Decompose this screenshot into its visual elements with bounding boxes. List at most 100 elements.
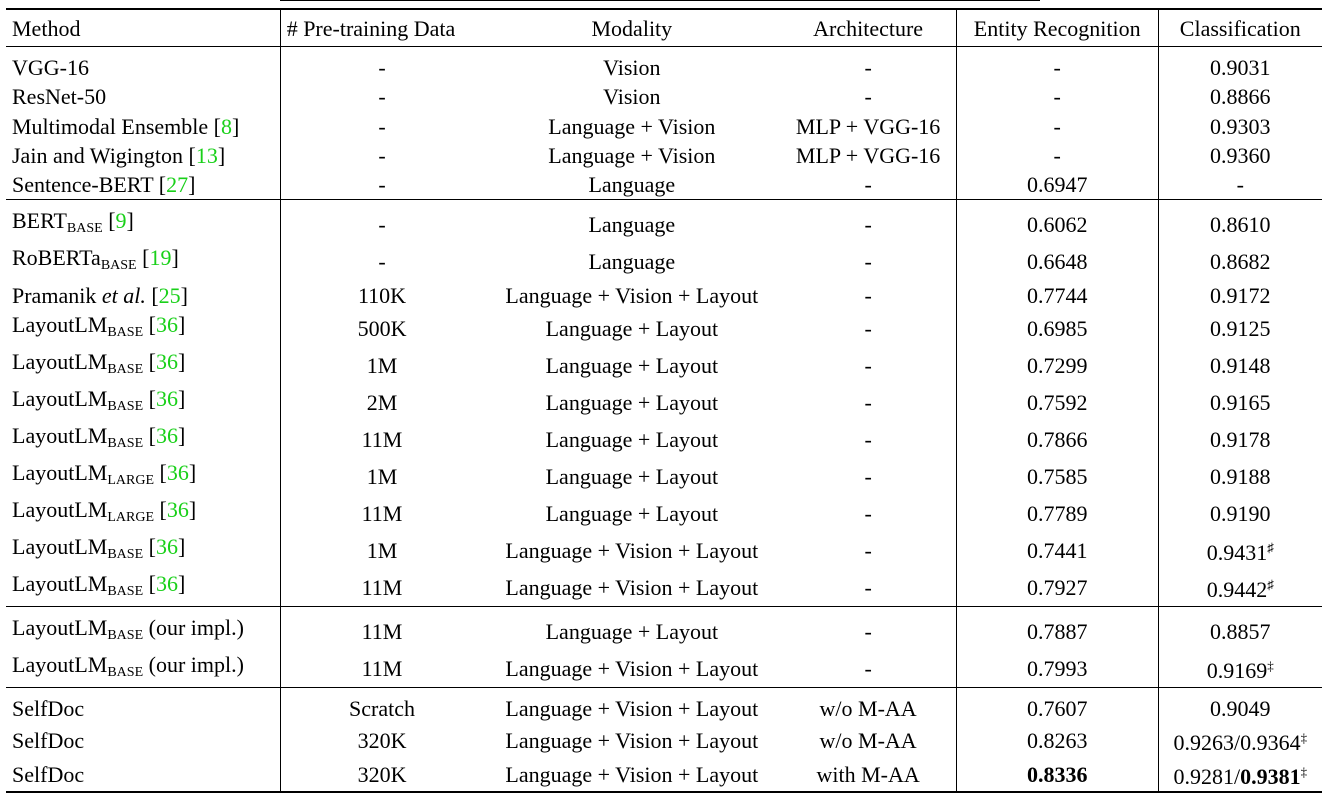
modality-cell-text: Language + Layout <box>545 426 719 452</box>
modality-cell: Language <box>483 170 780 200</box>
method-subscript: BASE <box>100 258 137 274</box>
pretraining-cell: - <box>280 200 483 244</box>
method-cell: Sentence-BERT [27] <box>6 170 281 200</box>
col-entity-recognition: Entity Recognition <box>956 9 1159 47</box>
entity-recognition-cell: 0.7789 <box>956 494 1159 532</box>
modality-cell: Language + Vision + Layout <box>483 280 780 309</box>
col-modality: Modality <box>591 15 673 41</box>
entity-recognition-cell-text: 0.7866 <box>1026 426 1088 452</box>
architecture-cell: - <box>780 82 957 112</box>
method-cell: LayoutLMBASE [36] <box>6 568 281 607</box>
architecture-cell: - <box>780 649 957 688</box>
architecture-cell-text: - <box>864 574 872 600</box>
architecture-cell-text: - <box>864 463 872 489</box>
entity-recognition-cell: 0.7887 <box>956 606 1159 650</box>
classification-cell-text: 0.9172 <box>1210 282 1271 308</box>
classification-cell-text: 0.8610 <box>1210 212 1271 238</box>
pretraining-cell: 11M <box>280 495 483 532</box>
modality-cell: Language + Layout <box>483 347 780 384</box>
architecture-cell: - <box>780 494 957 532</box>
pretraining-cell: 1M <box>280 532 483 569</box>
method-cell: LayoutLMBASE (our impl.) <box>6 606 281 650</box>
method-cell: VGG-16 <box>6 46 281 83</box>
modality-cell-text: Language + Layout <box>545 463 719 489</box>
classification-cell: - <box>1158 170 1322 200</box>
architecture-cell-text: - <box>864 315 872 341</box>
method-name: Sentence-BERT <box>12 172 159 198</box>
method-subscript: BASE <box>107 583 144 599</box>
classification-cell: 0.8610 <box>1158 200 1322 244</box>
classification-cell-text: 0.9169 <box>1206 658 1268 684</box>
pretraining-cell-text: 11M <box>361 618 403 644</box>
architecture-cell: MLP + VGG-16 <box>780 111 957 141</box>
entity-recognition-cell-text: 0.7299 <box>1026 352 1088 378</box>
entity-recognition-cell-text: 0.7592 <box>1026 389 1088 415</box>
method-name: LayoutLM <box>12 570 108 596</box>
architecture-cell-text: - <box>864 537 872 563</box>
modality-cell: Language + Layout <box>483 310 780 347</box>
method-cell: LayoutLMBASE [36] <box>6 346 281 384</box>
architecture-cell-text: - <box>864 389 872 415</box>
pretraining-cell-text: 1M <box>366 352 398 378</box>
entity-recognition-cell: 0.7744 <box>956 280 1159 310</box>
table-row: LayoutLMBASE [36] 1M Language + Layout - 0.7… <box>6 346 1322 384</box>
col-architecture: Architecture <box>780 9 957 47</box>
architecture-cell: - <box>780 170 957 200</box>
method-cell: LayoutLMLARGE [36] <box>6 494 281 532</box>
modality-cell: Language + Vision + Layout <box>483 723 780 757</box>
modality-cell: Language + Layout <box>483 606 780 650</box>
architecture-cell-text: - <box>864 172 872 198</box>
citation-link: 8 <box>220 113 232 139</box>
modality-cell: Language + Vision + Layout <box>483 757 780 792</box>
modality-cell-text: Language + Vision + Layout <box>505 282 759 308</box>
method-subscript: BASE <box>107 435 144 451</box>
pretraining-cell: 11M <box>280 569 483 607</box>
table-row: LayoutLMLARGE [36] 11M Language + Layout - 0… <box>6 494 1322 532</box>
entity-recognition-cell-text: 0.6062 <box>1026 212 1088 238</box>
modality-cell: Language <box>483 200 780 244</box>
pretraining-cell: 500K <box>280 310 483 347</box>
method-cell: Jain and Wigington [13] <box>6 140 281 171</box>
classification-cell: 0.9188 <box>1158 458 1322 495</box>
architecture-cell: - <box>780 346 957 384</box>
table-row: LayoutLMBASE (our impl.) 11M Language + Vi… <box>6 649 1322 688</box>
table-row: Pramanik et al. [25] 110K Language + Visio… <box>6 280 1322 310</box>
classification-cell: 0.9360 <box>1158 141 1322 170</box>
architecture-cell-text: - <box>864 352 872 378</box>
table-row: SelfDoc Scratch Language + Vision + Layout… <box>6 687 1322 724</box>
pretraining-cell: - <box>280 243 483 280</box>
classification-cell: 0.8866 <box>1158 82 1322 111</box>
table-group-2: BERTBASE [9] - Language - 0.6062 0.8610 RoBERT… <box>6 199 1322 607</box>
pretraining-cell: 11M <box>280 421 483 458</box>
modality-cell-text: Vision <box>603 55 661 81</box>
architecture-cell: - <box>780 46 957 83</box>
modality-cell-text: Language + Vision + Layout <box>505 761 759 787</box>
method-subscript: BASE <box>107 627 144 643</box>
pretraining-cell-text: 2M <box>366 389 398 415</box>
pretraining-cell: 1M <box>280 458 483 495</box>
pretraining-cell: - <box>280 112 483 141</box>
classification-cell-text: 0.9263/0.9364 <box>1173 730 1301 756</box>
table-row: LayoutLMBASE [36] 500K Language + Layout - 0… <box>6 309 1322 347</box>
entity-recognition-cell: 0.6947 <box>956 170 1159 200</box>
modality-cell-text: Language + Layout <box>545 352 719 378</box>
citation-link: 36 <box>155 570 178 596</box>
architecture-cell-text: - <box>864 249 872 275</box>
modality-cell: Language + Layout <box>483 458 780 495</box>
method-name: RoBERTa <box>12 245 101 271</box>
footnote-mark: ‡ <box>1300 764 1308 780</box>
entity-recognition-cell-text: 0.7887 <box>1026 618 1088 644</box>
method-name: LayoutLM <box>12 459 108 485</box>
method-subscript: BASE <box>66 221 103 237</box>
classification-cell-text: 0.9303 <box>1210 113 1271 139</box>
table-row: Multimodal Ensemble [8] - Language + Visio… <box>6 111 1322 141</box>
entity-recognition-cell-text: - <box>1053 143 1061 169</box>
method-name: SelfDoc <box>12 727 85 753</box>
pretraining-cell-text: 1M <box>366 463 398 489</box>
classification-cell-text: 0.9431 <box>1206 540 1268 566</box>
pretraining-cell-text: 320K <box>357 761 407 787</box>
classification-cell: 0.9165 <box>1158 384 1322 421</box>
pretraining-cell-text: 11M <box>361 426 403 452</box>
entity-recognition-cell-text: 0.7441 <box>1026 537 1088 563</box>
pretraining-cell: 320K <box>280 723 483 757</box>
